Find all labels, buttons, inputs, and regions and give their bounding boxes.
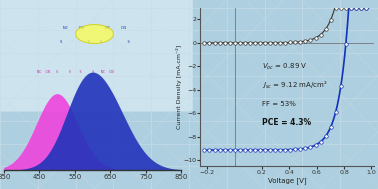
X-axis label: Voltage [V]: Voltage [V] — [268, 177, 307, 184]
Text: $J_{sc}$ = 9.12 mA/cm²: $J_{sc}$ = 9.12 mA/cm² — [262, 80, 328, 91]
Text: NC  CN   S     S    S     S   NC  CN: NC CN S S S S NC CN — [37, 70, 114, 74]
Text: PCE = 4.3%: PCE = 4.3% — [262, 118, 311, 127]
FancyBboxPatch shape — [0, 0, 193, 112]
Text: $V_{oc}$ = 0.89 V: $V_{oc}$ = 0.89 V — [262, 62, 307, 72]
Text: FF = 53%: FF = 53% — [262, 101, 296, 107]
Y-axis label: Current Density [mA.cm⁻²]: Current Density [mA.cm⁻²] — [176, 45, 182, 129]
Ellipse shape — [76, 25, 113, 43]
Text: S          S    S          S: S S S S — [59, 40, 130, 44]
Text: NC    CN        NC    CN: NC CN NC CN — [63, 26, 126, 30]
